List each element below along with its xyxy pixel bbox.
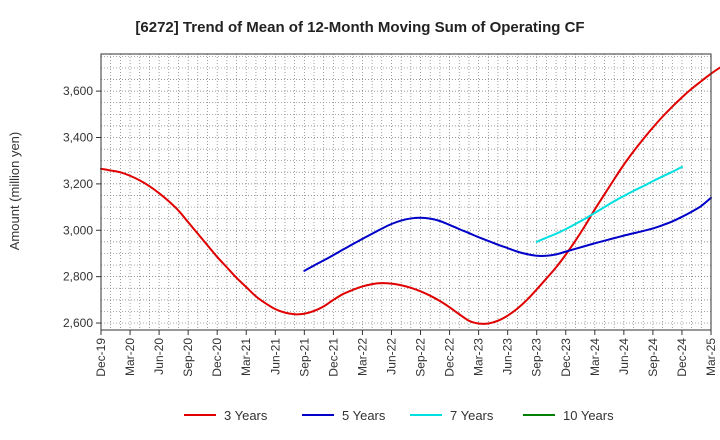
x-tick-label: Sep-21 bbox=[297, 338, 311, 377]
y-axis: 2,600 2,800 3,000 3,200 3,400 3,600 bbox=[63, 84, 101, 330]
x-axis: Dec-19 Mar-20 Jun-20 Sep-20 Dec-20 Mar-21 Jun-… bbox=[94, 330, 718, 377]
x-tick-label: Mar-24 bbox=[588, 338, 602, 376]
legend-label-3-years: 3 Years bbox=[224, 408, 268, 423]
x-tick-label: Dec-21 bbox=[326, 338, 340, 377]
x-tick-label: Dec-20 bbox=[210, 338, 224, 377]
x-tick-label: Jun-24 bbox=[617, 338, 631, 375]
x-tick-label: Mar-23 bbox=[472, 338, 486, 376]
y-tick-label: 3,600 bbox=[63, 84, 93, 98]
x-tick-label: Mar-21 bbox=[239, 338, 253, 376]
x-tick-label: Dec-23 bbox=[559, 338, 573, 377]
y-tick-label: 2,800 bbox=[63, 270, 93, 284]
series-line-5-years bbox=[303, 196, 712, 272]
series-line-3-years bbox=[100, 66, 720, 325]
x-tick-label: Jun-22 bbox=[384, 338, 398, 375]
x-tick-label: Jun-20 bbox=[152, 338, 166, 375]
y-tick-label: 3,000 bbox=[63, 223, 93, 237]
x-tick-label: Mar-25 bbox=[704, 338, 718, 376]
x-tick-label: Mar-22 bbox=[355, 338, 369, 376]
x-tick-label: Jun-21 bbox=[268, 338, 282, 375]
series-line-7-years bbox=[535, 165, 683, 243]
x-tick-label: Sep-20 bbox=[181, 338, 195, 377]
x-tick-label: Dec-22 bbox=[443, 338, 457, 377]
y-tick-label: 3,400 bbox=[63, 130, 93, 144]
x-tick-label: Mar-20 bbox=[123, 338, 137, 376]
x-tick-label: Sep-24 bbox=[646, 338, 660, 377]
legend: 3 Years 5 Years 7 Years 10 Years bbox=[184, 408, 614, 423]
y-tick-label: 2,600 bbox=[63, 316, 93, 330]
grid bbox=[101, 54, 711, 330]
x-tick-label: Sep-22 bbox=[414, 338, 428, 377]
series-group bbox=[100, 66, 720, 325]
x-tick-label: Dec-24 bbox=[675, 338, 689, 377]
x-tick-label: Jun-23 bbox=[501, 338, 515, 375]
y-axis-label: Amount (million yen) bbox=[7, 132, 22, 251]
chart-title: [6272] Trend of Mean of 12-Month Moving … bbox=[135, 19, 584, 36]
legend-label-10-years: 10 Years bbox=[563, 408, 614, 423]
legend-label-7-years: 7 Years bbox=[450, 408, 494, 423]
legend-label-5-years: 5 Years bbox=[342, 408, 386, 423]
y-tick-label: 3,200 bbox=[63, 177, 93, 191]
x-tick-label: Dec-19 bbox=[94, 338, 108, 377]
plot-frame bbox=[100, 53, 712, 331]
x-tick-label: Sep-23 bbox=[530, 338, 544, 377]
